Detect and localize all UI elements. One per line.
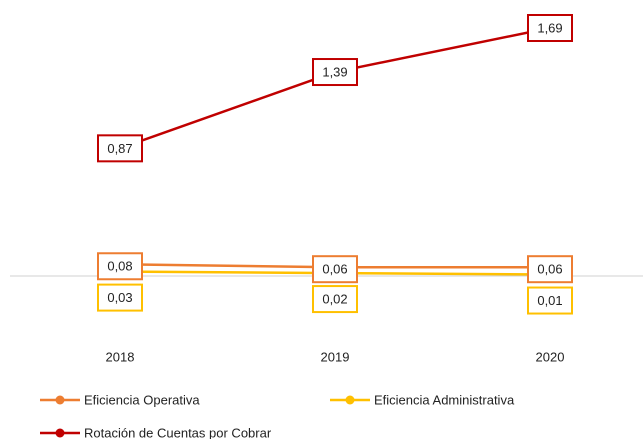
legend-marker (345, 395, 355, 405)
data-label: 0,08 (107, 259, 132, 274)
data-label-box (97, 134, 143, 163)
legend-marker (55, 395, 65, 405)
data-label-box (527, 286, 573, 315)
data-label-box (527, 14, 573, 42)
data-label: 0,06 (322, 262, 347, 277)
data-label-box (97, 252, 143, 281)
x-tick-label: 2020 (536, 349, 565, 364)
x-tick-label: 2019 (321, 349, 350, 364)
data-label-box (527, 255, 573, 284)
data-label: 0,01 (537, 293, 562, 308)
series-line (119, 26, 551, 150)
data-label: 0,03 (107, 290, 132, 305)
legend-marker (55, 428, 65, 438)
data-label: 1,39 (322, 64, 347, 79)
data-label-box (312, 255, 358, 284)
data-label: 1,69 (537, 20, 562, 35)
legend-label: Eficiencia Administrativa (374, 392, 515, 407)
data-label: 0,06 (537, 262, 562, 277)
legend-label: Eficiencia Operativa (84, 392, 200, 407)
data-label-box (312, 58, 358, 87)
data-label: 0,02 (322, 292, 347, 307)
x-tick-label: 2018 (106, 349, 135, 364)
data-label-box (97, 283, 143, 312)
data-label-box (312, 285, 358, 314)
legend-label: Rotación de Cuentas por Cobrar (84, 425, 272, 439)
data-label: 0,87 (107, 141, 132, 156)
